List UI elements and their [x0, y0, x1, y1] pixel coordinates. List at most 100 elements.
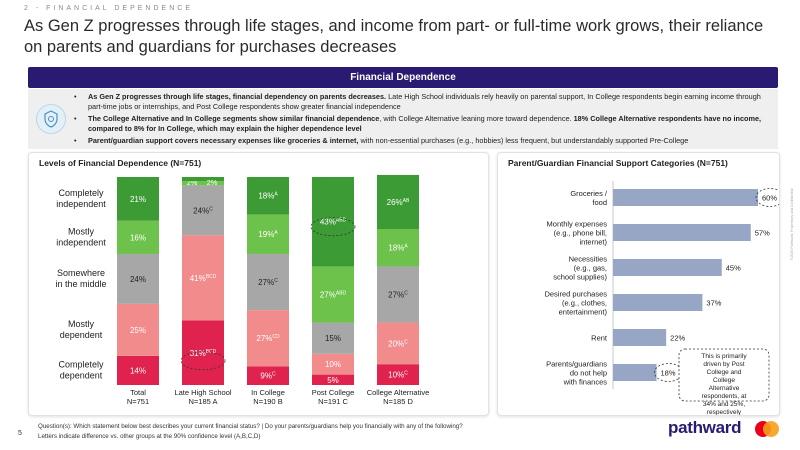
bar-segment: [247, 214, 289, 254]
data-label: 20%C: [388, 339, 408, 348]
support-value: 45%: [726, 264, 741, 273]
support-category: Groceries / food: [570, 189, 608, 207]
bar-segment: [117, 220, 159, 254]
bar-segment: [117, 303, 159, 356]
highlight-ellipse: [180, 351, 226, 371]
support-category: Necessities (e.g., gas, school supplies): [553, 255, 607, 282]
support-category: Desired purchases (e.g., clothes, entertai…: [544, 290, 607, 317]
support-category: Rent: [591, 334, 608, 343]
highlight-ellipse: [310, 217, 356, 237]
bar-segment: [377, 364, 419, 385]
data-label: 16%: [130, 233, 146, 242]
bar-segment: [247, 177, 289, 215]
category-label: College Alternative N=185 D: [367, 388, 430, 406]
key-findings-list: As Gen Z progresses through life stages,…: [74, 92, 774, 149]
annotation-text: This is primarily driven by Post College a…: [701, 353, 747, 415]
bar-segment: [377, 322, 419, 365]
data-label: 41%BCD: [190, 274, 217, 283]
data-label: 14%: [130, 366, 146, 375]
bar-segment: [312, 177, 354, 267]
data-label: 24%C: [193, 206, 213, 215]
category-label: In College N=190 B: [251, 388, 285, 406]
support-bar: [613, 329, 667, 346]
data-label: 24%: [130, 275, 146, 284]
section-banner: Financial Dependence: [28, 67, 778, 88]
bar-segment: [312, 353, 354, 375]
bar-segment: [312, 322, 354, 354]
footnote: Question(s): Which statement below best …: [38, 422, 463, 442]
legend-label-4: Completely independent: [56, 188, 106, 209]
bar-segment: [377, 174, 419, 229]
data-label: 27%C: [388, 291, 408, 300]
support-bar: [613, 364, 657, 381]
page-number: 5: [18, 430, 22, 437]
legend-label-1: Mostly dependent: [60, 319, 103, 340]
support-value: 22%: [670, 334, 685, 343]
data-label: 25%: [130, 326, 146, 335]
data-label: 21%: [130, 195, 146, 204]
support-category: Parents/guardians do not help with finance…: [546, 360, 607, 387]
dependence-chart-panel: Levels of Financial Dependence (N=751) C…: [28, 152, 489, 416]
section-eyebrow: 2 - FINANCIAL DEPENDENCE: [24, 5, 193, 12]
data-label: 27%C: [258, 278, 278, 287]
bullet-2: The College Alternative and In College s…: [74, 114, 774, 133]
support-category: Monthly expenses (e.g., phone bill, intern…: [547, 220, 608, 247]
shield-icon: [36, 104, 66, 134]
page-title: As Gen Z progresses through life stages,…: [24, 17, 764, 56]
bar-segment: [117, 355, 159, 385]
data-label: 27%ABD: [320, 291, 347, 300]
mastercard-logo-icon: [755, 421, 779, 437]
support-bar: [613, 294, 703, 311]
bar-segment: [247, 310, 289, 367]
category-label: Total N=751: [127, 388, 149, 406]
data-label: 27%CD: [256, 334, 280, 343]
footnote-question: Question(s): Which statement below best …: [38, 423, 463, 430]
data-label: 18%A: [258, 192, 278, 201]
pathward-logo: pathward: [668, 418, 742, 437]
annotation-box: [678, 348, 770, 402]
copyright-note: ©2025 Pathward, Proprietary and Confiden…: [790, 188, 794, 260]
dependence-chart-title: Levels of Financial Dependence (N=751): [39, 158, 202, 168]
data-label: 10%C: [388, 371, 408, 380]
category-label: Post College N=191 C: [312, 388, 355, 406]
data-label: 10%: [325, 360, 341, 369]
bar-segment: [247, 253, 289, 311]
bar-segment: [182, 320, 224, 385]
data-label: 19%A: [258, 230, 278, 239]
bar-segment: [182, 181, 224, 186]
bar-segment: [182, 235, 224, 321]
data-label: 15%: [325, 334, 341, 343]
support-chart-panel: Parent/Guardian Financial Support Catego…: [497, 152, 780, 416]
support-bar: [613, 189, 758, 206]
bar-segment: [377, 229, 419, 267]
support-value: 57%: [755, 229, 770, 238]
data-label: 9%C: [260, 372, 276, 381]
highlight-ellipse: [755, 188, 779, 207]
support-bar: [613, 259, 722, 276]
support-value: 18%: [661, 369, 676, 378]
legend-label-0: Completely dependent: [58, 359, 104, 380]
support-chart-title: Parent/Guardian Financial Support Catego…: [508, 158, 728, 168]
bar-segment: [247, 366, 289, 385]
dependence-chart: Completely dependent Mostly dependent Somewh…: [55, 174, 430, 406]
legend-label-2: Somewhere in the middle: [55, 268, 106, 289]
support-value: 37%: [706, 299, 721, 308]
support-value: 60%: [762, 194, 777, 203]
bar-segment: [312, 374, 354, 385]
bar-segment: [377, 266, 419, 323]
bar-segment: [182, 185, 224, 236]
data-label: 5%: [327, 376, 339, 385]
data-label: 2%: [207, 178, 218, 187]
footnote-significance: Letters indicate difference vs. other gr…: [38, 433, 261, 440]
bar-segment: [117, 253, 159, 304]
support-bar: [613, 224, 751, 241]
data-label: 26%AB: [387, 198, 410, 207]
legend-label-3: Mostly independent: [56, 226, 106, 247]
data-label: 2%: [187, 178, 198, 187]
category-label: Late High School N=185 A: [174, 388, 231, 406]
bar-segment: [117, 177, 159, 221]
bar-segment: [312, 266, 354, 323]
data-label: 18%A: [388, 244, 408, 253]
bar-segment: [182, 177, 224, 182]
data-label: 31%BCD: [190, 349, 217, 358]
